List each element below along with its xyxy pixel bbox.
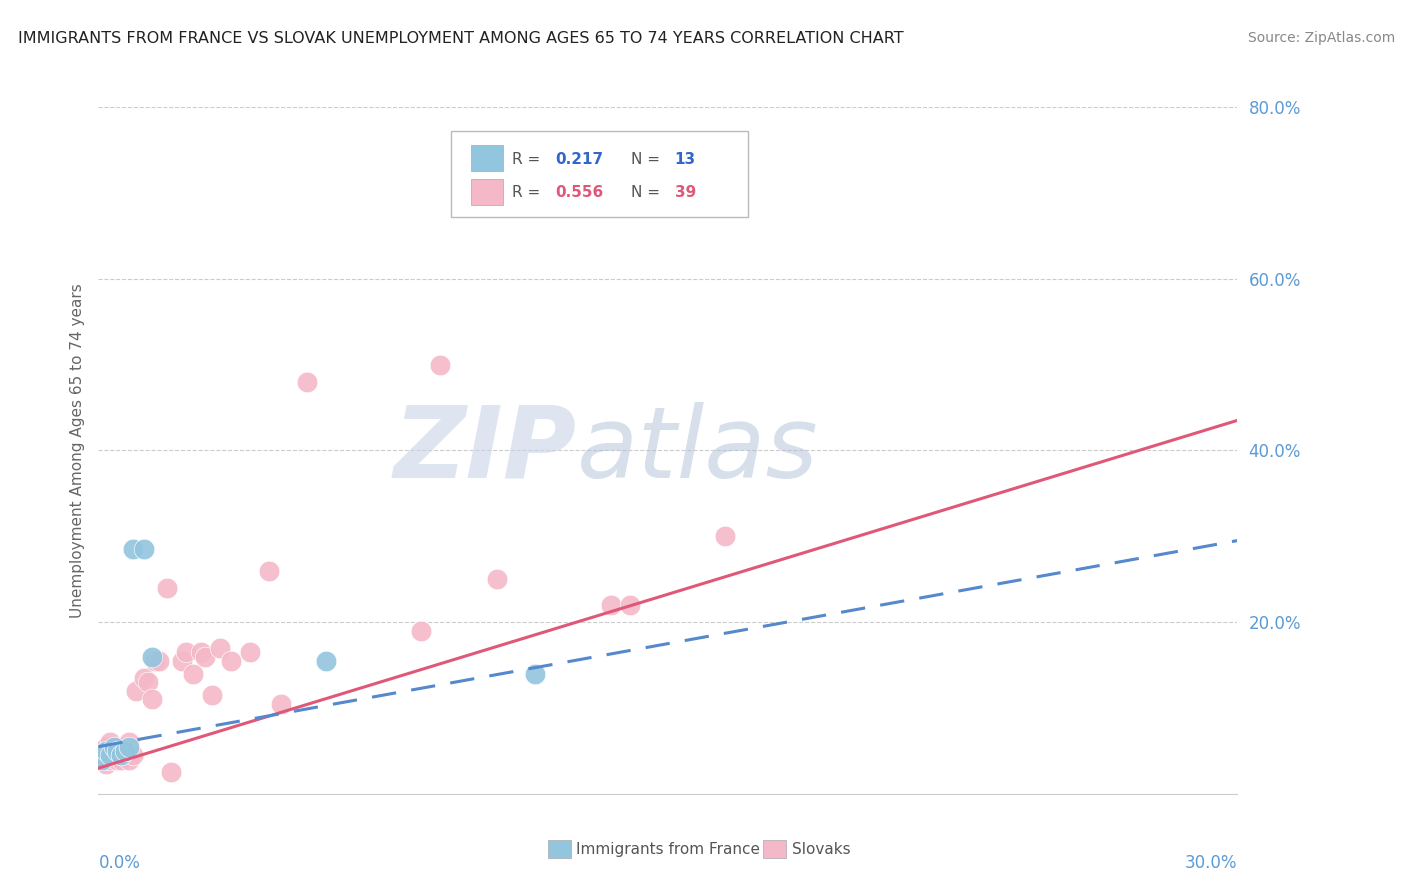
Point <box>141 692 163 706</box>
Point <box>132 542 155 557</box>
Text: 0.0%: 0.0% <box>98 854 141 872</box>
Text: IMMIGRANTS FROM FRANCE VS SLOVAK UNEMPLOYMENT AMONG AGES 65 TO 74 YEARS CORRELAT: IMMIGRANTS FROM FRANCE VS SLOVAK UNEMPLO… <box>18 31 904 46</box>
Point <box>103 739 125 754</box>
FancyBboxPatch shape <box>471 179 503 205</box>
Text: Immigrants from France: Immigrants from France <box>576 842 761 856</box>
Point <box>486 572 509 586</box>
Point <box>221 654 243 668</box>
Point <box>148 654 170 668</box>
Point <box>208 640 231 655</box>
Point <box>107 744 129 758</box>
Point <box>524 666 547 681</box>
FancyBboxPatch shape <box>451 131 748 217</box>
Point <box>201 688 224 702</box>
Y-axis label: Unemployment Among Ages 65 to 74 years: Unemployment Among Ages 65 to 74 years <box>69 283 84 618</box>
FancyBboxPatch shape <box>471 145 503 171</box>
Point <box>114 744 136 758</box>
Text: N =: N = <box>631 186 665 201</box>
Point <box>118 735 141 749</box>
Point <box>91 753 114 767</box>
Point <box>98 748 121 763</box>
Point <box>429 358 451 372</box>
Point <box>170 654 193 668</box>
Text: 39: 39 <box>675 186 696 201</box>
Text: 30.0%: 30.0% <box>1185 854 1237 872</box>
Text: 13: 13 <box>675 152 696 167</box>
Point <box>121 748 143 763</box>
Point <box>110 753 132 767</box>
Point <box>125 683 148 698</box>
Point <box>141 649 163 664</box>
Point <box>98 735 121 749</box>
Text: N =: N = <box>631 152 665 167</box>
Text: Slovaks: Slovaks <box>792 842 851 856</box>
Point <box>619 598 641 612</box>
Text: ZIP: ZIP <box>394 402 576 499</box>
Text: 0.556: 0.556 <box>555 186 603 201</box>
Point <box>94 756 117 771</box>
Point <box>110 748 132 763</box>
Point <box>118 753 141 767</box>
Point <box>103 748 125 763</box>
Point <box>107 739 129 754</box>
Point <box>132 671 155 685</box>
Point <box>174 645 197 659</box>
Point <box>94 744 117 758</box>
Point <box>118 739 141 754</box>
Point <box>107 753 129 767</box>
Text: R =: R = <box>512 186 546 201</box>
Point <box>194 649 217 664</box>
Point <box>156 581 179 595</box>
Point <box>297 375 319 389</box>
Point <box>714 529 737 543</box>
Point <box>121 542 143 557</box>
Point <box>91 753 114 767</box>
Point <box>190 645 212 659</box>
Point <box>183 666 205 681</box>
Point <box>114 744 136 758</box>
Text: 0.217: 0.217 <box>555 152 603 167</box>
Point <box>136 675 159 690</box>
Point <box>98 753 121 767</box>
Text: atlas: atlas <box>576 402 818 499</box>
Point <box>270 697 292 711</box>
Point <box>600 598 623 612</box>
Point <box>145 654 167 668</box>
Text: R =: R = <box>512 152 546 167</box>
Text: Source: ZipAtlas.com: Source: ZipAtlas.com <box>1247 31 1395 45</box>
Point <box>259 564 281 578</box>
Point <box>159 765 181 780</box>
Point <box>94 739 117 754</box>
Point <box>411 624 433 638</box>
Point <box>239 645 262 659</box>
Point <box>315 654 337 668</box>
